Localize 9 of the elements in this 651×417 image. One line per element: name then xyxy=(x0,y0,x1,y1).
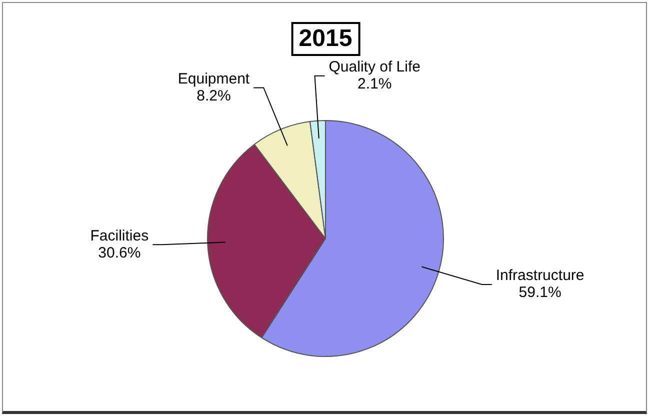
slice-label: Equipment xyxy=(178,70,250,88)
slice-label: Quality of Life xyxy=(328,58,420,76)
data-label: 59.1% xyxy=(518,284,562,302)
data-label: 30.6% xyxy=(98,244,141,262)
data-label: 8.2% xyxy=(196,87,231,104)
slice-label: Infrastructure xyxy=(496,267,584,284)
slice-label: Facilities xyxy=(90,227,149,244)
data-label: 2.1% xyxy=(358,75,392,92)
chart-title: 2015 xyxy=(290,22,360,56)
